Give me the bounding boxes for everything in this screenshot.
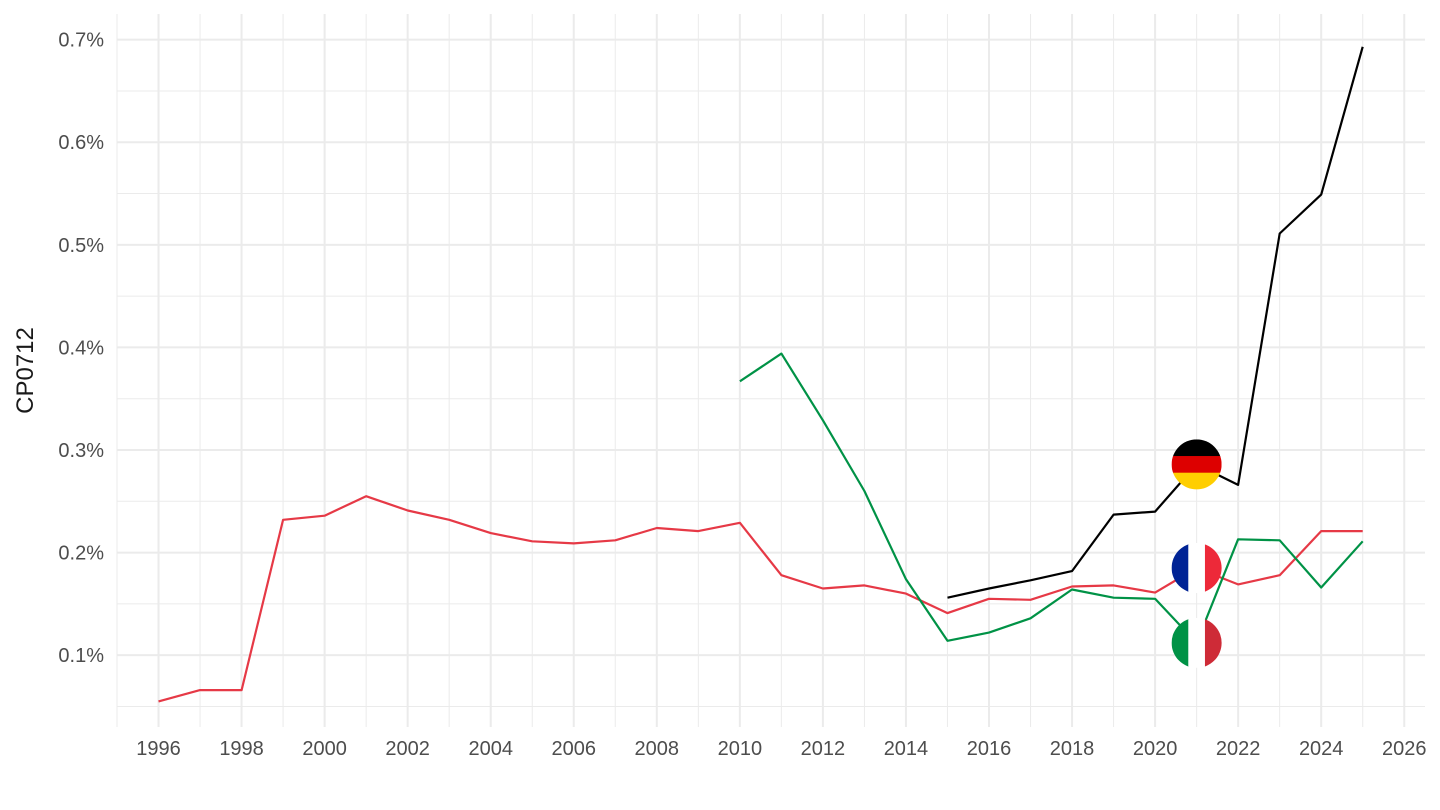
x-tick-label: 2016 xyxy=(967,738,1012,760)
flag-italy-white-stripe xyxy=(1188,617,1206,668)
series-lines xyxy=(158,46,1364,703)
x-tick-label: 2000 xyxy=(302,738,347,760)
flag-germany-gold-stripe xyxy=(1171,472,1222,490)
x-axis-tick-labels: 1996 1998 2000 2002 2004 2006 2008 2010 2012 2014… xyxy=(136,738,1426,760)
flag-germany-icon xyxy=(1171,439,1222,490)
x-tick-label: 2002 xyxy=(385,738,430,760)
flag-italy-icon xyxy=(1171,617,1222,668)
y-tick-label: 0.1% xyxy=(58,645,104,667)
major-gridlines xyxy=(117,14,1425,727)
flag-italy-red-stripe xyxy=(1204,617,1222,668)
x-tick-label: 2004 xyxy=(468,738,513,760)
x-tick-label: 2012 xyxy=(801,738,846,760)
series-line-germany xyxy=(947,46,1364,599)
flag-france-icon xyxy=(1171,542,1222,593)
x-tick-label: 2006 xyxy=(552,738,597,760)
minor-gridlines xyxy=(116,14,1425,727)
x-tick-label: 1998 xyxy=(219,738,264,760)
flag-germany-black-stripe xyxy=(1171,439,1222,457)
x-tick-label: 1996 xyxy=(136,738,181,760)
x-tick-label: 2024 xyxy=(1299,738,1344,760)
y-tick-label: 0.7% xyxy=(58,30,104,52)
y-tick-label: 0.4% xyxy=(58,337,104,359)
y-tick-label: 0.6% xyxy=(58,132,104,154)
x-tick-label: 2022 xyxy=(1216,738,1261,760)
series-line-france xyxy=(158,495,1363,703)
x-tick-label: 2020 xyxy=(1133,738,1178,760)
y-axis-tick-labels: 0.1% 0.2% 0.3% 0.4% 0.5% 0.6% 0.7% xyxy=(58,30,104,668)
y-axis-title: CP0712 xyxy=(12,327,39,414)
flag-france-red-stripe xyxy=(1204,542,1222,593)
flag-italy-green-stripe xyxy=(1171,617,1189,668)
y-tick-label: 0.2% xyxy=(58,543,104,565)
series-line-italy xyxy=(739,352,1364,645)
y-tick-label: 0.3% xyxy=(58,440,104,462)
x-tick-label: 2018 xyxy=(1050,738,1095,760)
x-tick-label: 2008 xyxy=(635,738,680,760)
flag-france-blue-stripe xyxy=(1171,542,1189,593)
x-tick-label: 2026 xyxy=(1382,738,1427,760)
y-tick-label: 0.5% xyxy=(58,235,104,257)
x-tick-label: 2010 xyxy=(718,738,763,760)
flag-france-white-stripe xyxy=(1188,542,1206,593)
flag-markers xyxy=(1171,439,1222,668)
x-tick-label: 2014 xyxy=(884,738,929,760)
flag-germany-red-stripe xyxy=(1171,456,1222,474)
